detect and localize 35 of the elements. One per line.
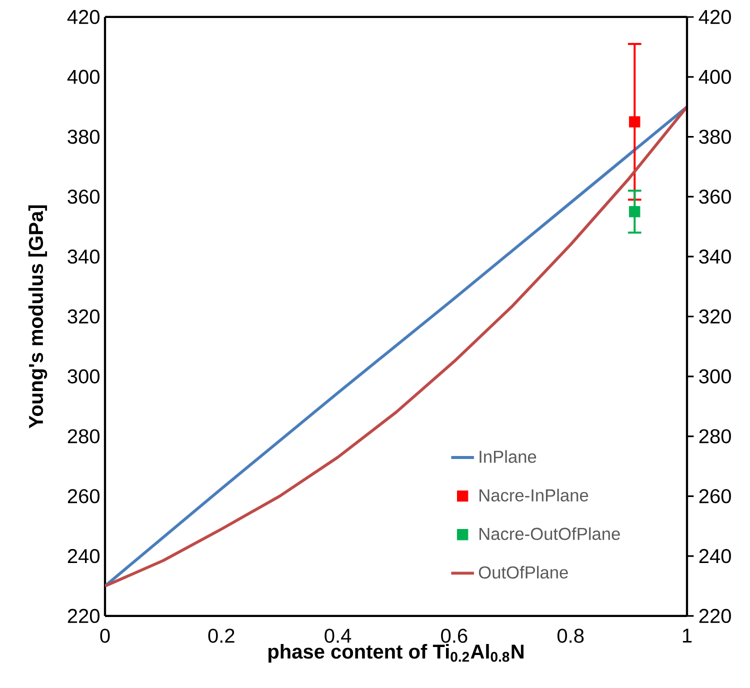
y2-tick-label: 400	[698, 70, 731, 84]
y2-tick-label: 380	[699, 130, 731, 144]
legend-label: OutOfPlane	[478, 566, 568, 579]
x-tick-label: 1	[682, 628, 692, 642]
x-tick-label: 0	[100, 628, 110, 643]
y-tick-label: 360	[68, 190, 100, 204]
legend-label: Nacre-OutOfPlane	[480, 527, 620, 540]
y-tick-label: 300	[68, 369, 100, 384]
y-tick-label: 240	[68, 549, 100, 564]
y-tick-label: 420	[67, 10, 100, 24]
x-axis-title: phase content of Ti$_{0.2}$Al$_{0.8}$N	[268, 644, 524, 663]
x-tick-label: 0.4	[324, 628, 352, 643]
legend-label: InPlane	[480, 450, 536, 463]
y2-tick-label: 420	[698, 10, 731, 24]
y2-tick-label: 320	[699, 309, 731, 324]
y-axis-title: Young's modulus [GPa]	[28, 205, 48, 428]
y2-tick-label: 340	[699, 250, 731, 264]
y2-tick-label: 240	[699, 549, 731, 564]
y-tick-label: 380	[68, 130, 100, 144]
y2-tick-label: 260	[699, 489, 731, 504]
legend-label: Nacre-InPlane	[480, 488, 588, 502]
y-tick-label: 260	[68, 489, 100, 504]
y2-tick-label: 280	[699, 429, 731, 444]
x-tick-label: 0.8	[557, 628, 584, 643]
x-tick-label: 0.2	[208, 628, 234, 643]
y-tick-label: 340	[68, 250, 100, 264]
y-tick-label: 220	[68, 608, 100, 624]
y-tick-label: 400	[67, 70, 100, 84]
line-series	[105, 105, 687, 588]
x-tick-label: 0.6	[441, 628, 468, 643]
y2-tick-label: 300	[699, 369, 731, 384]
y2-tick-label: 220	[699, 608, 731, 624]
y-tick-label: 320	[68, 309, 100, 324]
y-tick-label: 280	[68, 429, 100, 444]
y2-tick-label: 360	[699, 190, 731, 204]
